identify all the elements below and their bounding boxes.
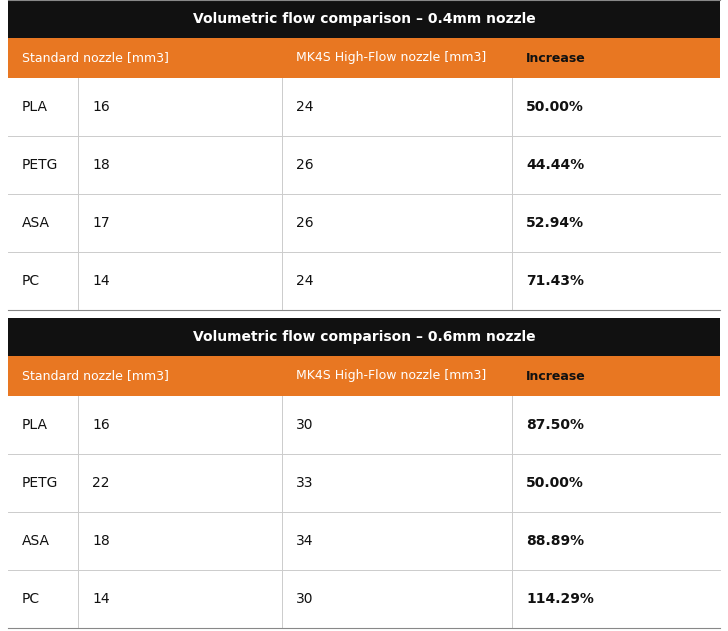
Bar <box>8 136 720 194</box>
Bar <box>8 512 720 570</box>
Text: Volumetric flow comparison – 0.4mm nozzle: Volumetric flow comparison – 0.4mm nozzl… <box>193 12 535 26</box>
Text: PLA: PLA <box>22 100 48 114</box>
Bar <box>8 454 720 512</box>
Text: 18: 18 <box>92 534 110 548</box>
Text: 30: 30 <box>296 418 314 432</box>
Bar <box>8 318 720 356</box>
Text: MK4S High-Flow nozzle [mm3]: MK4S High-Flow nozzle [mm3] <box>296 370 486 382</box>
Text: 17: 17 <box>92 216 110 230</box>
Text: PETG: PETG <box>22 158 58 172</box>
Bar <box>8 356 720 396</box>
Text: 44.44%: 44.44% <box>526 158 585 172</box>
Text: 24: 24 <box>296 274 314 288</box>
Text: 14: 14 <box>92 592 110 606</box>
Text: PETG: PETG <box>22 476 58 490</box>
Bar <box>8 0 720 38</box>
Text: ASA: ASA <box>22 216 50 230</box>
Bar <box>8 78 720 136</box>
Text: Volumetric flow comparison – 0.6mm nozzle: Volumetric flow comparison – 0.6mm nozzl… <box>193 330 535 344</box>
Text: PC: PC <box>22 592 40 606</box>
Text: 18: 18 <box>92 158 110 172</box>
Text: 33: 33 <box>296 476 314 490</box>
Bar <box>8 570 720 628</box>
Text: 71.43%: 71.43% <box>526 274 584 288</box>
Bar <box>8 252 720 310</box>
Text: 26: 26 <box>296 158 314 172</box>
Text: 52.94%: 52.94% <box>526 216 584 230</box>
Text: 24: 24 <box>296 100 314 114</box>
Text: 34: 34 <box>296 534 314 548</box>
Text: Increase: Increase <box>526 370 586 382</box>
Text: Increase: Increase <box>526 52 586 64</box>
Text: 50.00%: 50.00% <box>526 476 584 490</box>
Text: ASA: ASA <box>22 534 50 548</box>
Text: PLA: PLA <box>22 418 48 432</box>
Text: 14: 14 <box>92 274 110 288</box>
Bar <box>8 38 720 78</box>
Text: 30: 30 <box>296 592 314 606</box>
Text: 16: 16 <box>92 418 110 432</box>
Text: PC: PC <box>22 274 40 288</box>
Text: Standard nozzle [mm3]: Standard nozzle [mm3] <box>22 52 169 64</box>
Bar <box>8 396 720 454</box>
Text: 87.50%: 87.50% <box>526 418 584 432</box>
Text: 22: 22 <box>92 476 109 490</box>
Text: Standard nozzle [mm3]: Standard nozzle [mm3] <box>22 370 169 382</box>
Text: 50.00%: 50.00% <box>526 100 584 114</box>
Text: 114.29%: 114.29% <box>526 592 594 606</box>
Bar <box>8 194 720 252</box>
Text: 26: 26 <box>296 216 314 230</box>
Text: 88.89%: 88.89% <box>526 534 584 548</box>
Text: MK4S High-Flow nozzle [mm3]: MK4S High-Flow nozzle [mm3] <box>296 52 486 64</box>
Text: 16: 16 <box>92 100 110 114</box>
